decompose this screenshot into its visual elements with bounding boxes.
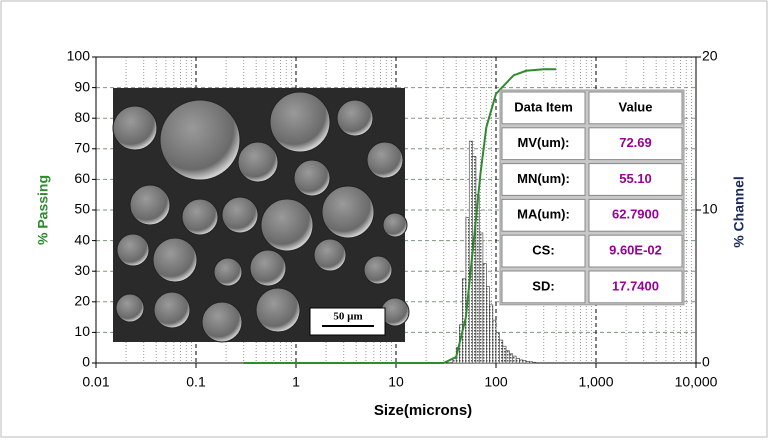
chart: 01020304050607080901000.010.11101001,000… bbox=[0, 0, 768, 438]
x-tick-label: 100 bbox=[484, 374, 508, 390]
histogram-bar bbox=[529, 362, 532, 363]
stats-table: Data Item Value MV(um): 72.69 MN(um): 55.10 MA… bbox=[500, 90, 684, 305]
y2-tick-label: 20 bbox=[702, 48, 718, 64]
x-tick-label: 0.01 bbox=[82, 374, 109, 390]
table-text: 62.7900 bbox=[612, 207, 659, 222]
y-tick-label: 80 bbox=[74, 109, 90, 125]
histogram-bar bbox=[489, 305, 492, 363]
histogram-bar bbox=[526, 361, 529, 363]
histogram-bar bbox=[516, 358, 519, 363]
table-text: 72.69 bbox=[619, 135, 652, 150]
y-tick-label: 10 bbox=[74, 323, 90, 339]
y-axis-label: % Passing bbox=[35, 175, 51, 245]
y-tick-label: 100 bbox=[67, 48, 91, 64]
histogram-bar bbox=[499, 340, 502, 363]
histogram-bar bbox=[533, 362, 536, 363]
table-text: Value bbox=[619, 99, 653, 114]
table-text: MN(um): bbox=[517, 171, 570, 186]
histogram-bar bbox=[483, 264, 486, 363]
table-text: Data Item bbox=[514, 99, 573, 114]
histogram-bar bbox=[506, 351, 509, 363]
y-tick-label: 60 bbox=[74, 170, 90, 186]
y-tick-label: 20 bbox=[74, 293, 90, 309]
x-tick-label: 10,000 bbox=[675, 374, 718, 390]
histogram-bar bbox=[496, 332, 499, 363]
table-text: MV(um): bbox=[518, 135, 570, 150]
y2-tick-label: 10 bbox=[702, 201, 718, 217]
y-tick-label: 30 bbox=[74, 262, 90, 278]
scale-bar-label: 50 µm bbox=[333, 311, 362, 323]
x-tick-label: 0.1 bbox=[186, 374, 206, 390]
y-tick-label: 40 bbox=[74, 231, 90, 247]
table-text: CS: bbox=[532, 243, 554, 258]
histogram-bar bbox=[503, 346, 506, 363]
y-tick-label: 70 bbox=[74, 140, 90, 156]
x-axis-label: Size(microns) bbox=[374, 402, 472, 419]
y2-axis-label: % Channel bbox=[731, 176, 747, 248]
table-text: 17.7400 bbox=[612, 278, 659, 293]
table-text: MA(um): bbox=[517, 207, 570, 222]
y-tick-label: 0 bbox=[82, 354, 90, 370]
y-tick-label: 50 bbox=[74, 201, 90, 217]
histogram-bar bbox=[493, 320, 496, 363]
y-tick-label: 90 bbox=[74, 78, 90, 94]
y2-tick-label: 0 bbox=[702, 354, 710, 370]
histogram-bar bbox=[479, 233, 483, 363]
histogram-bar bbox=[520, 360, 523, 363]
table-text: 9.60E-02 bbox=[609, 243, 662, 258]
histogram-bar bbox=[523, 361, 526, 363]
x-tick-label: 10 bbox=[388, 374, 404, 390]
histogram-bar bbox=[486, 287, 489, 364]
table-text: 55.10 bbox=[619, 171, 652, 186]
x-tick-label: 1 bbox=[292, 374, 300, 390]
histogram-bar bbox=[472, 156, 476, 363]
table-text: SD: bbox=[532, 278, 554, 293]
histogram-bar bbox=[509, 354, 512, 363]
histogram-bar bbox=[513, 356, 516, 363]
sem-image: 50 µm bbox=[113, 88, 409, 342]
x-tick-label: 1,000 bbox=[578, 374, 613, 390]
